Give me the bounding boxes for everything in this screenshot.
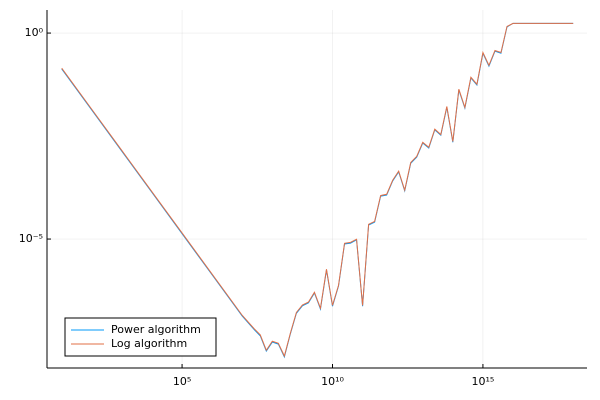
y-tick-label: 10⁻⁵ [19,232,43,245]
plot-lines [61,22,574,359]
legend-label: Log algorithm [111,337,187,350]
y-tick-label: 10⁰ [25,26,44,39]
legend-box [64,317,217,357]
x-tick-label: 10⁵ [173,375,191,388]
x-tick-label: 10¹⁰ [321,375,344,388]
grid [47,10,587,368]
ticks: 10⁵ 10¹⁰ 10¹⁵ 10⁻⁵ 10⁰ [19,26,495,388]
series-line [61,22,574,358]
legend-label: Power algorithm [111,323,201,336]
x-tick-label: 10¹⁵ [472,375,495,388]
